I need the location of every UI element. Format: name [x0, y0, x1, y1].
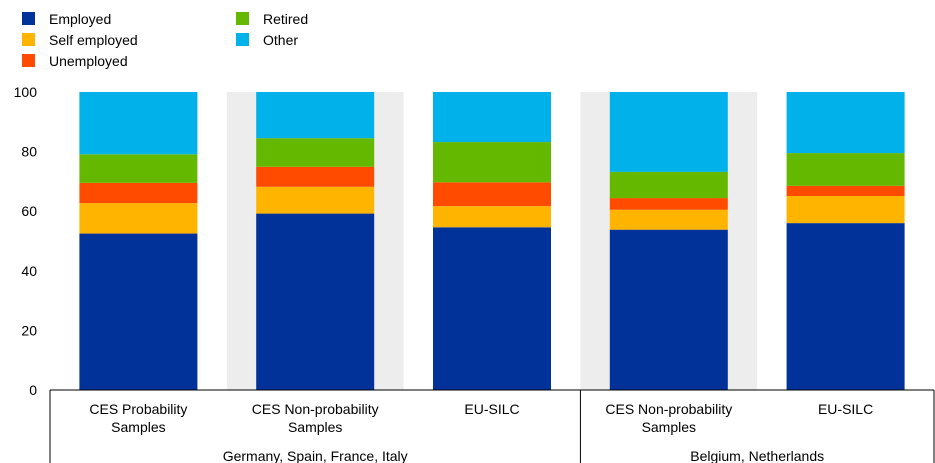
- x-category-label: CES Non-probability: [252, 401, 379, 417]
- x-category-label: CES Probability: [89, 401, 187, 417]
- group-label: Belgium, Netherlands: [690, 448, 824, 463]
- legend-swatch: [22, 33, 35, 46]
- bar-segment-employed: [256, 213, 375, 390]
- y-tick-label: 80: [21, 144, 37, 160]
- x-category-label: EU-SILC: [464, 401, 519, 417]
- bar-segment-employed: [433, 227, 551, 390]
- bar-segment-other: [433, 92, 551, 143]
- bar-segment-unemployed: [433, 182, 551, 207]
- bar-segment-retired: [609, 171, 728, 199]
- bar-segment-retired: [433, 142, 551, 183]
- y-tick-label: 20: [21, 322, 37, 338]
- y-tick-label: 60: [21, 203, 37, 219]
- legend-label: Retired: [263, 11, 308, 27]
- y-tick-label: 100: [14, 84, 38, 100]
- bars: [79, 92, 905, 390]
- bar-segment-other: [609, 92, 728, 172]
- bar-segment-retired: [786, 153, 905, 186]
- bar-segment-unemployed: [786, 185, 905, 197]
- bar-segment-employed: [79, 233, 198, 390]
- bar-segment-self-employed: [256, 186, 375, 214]
- axes: 0 20 40 60 80 100 CES Probability Samples CES No…: [14, 84, 935, 463]
- bar-segment-self-employed: [433, 206, 551, 228]
- bar-segment-employed: [786, 223, 905, 390]
- bar-segment-unemployed: [609, 198, 728, 210]
- x-category-label: CES Non-probability: [605, 401, 732, 417]
- bar-segment-self-employed: [79, 203, 198, 234]
- x-category-label: Samples: [642, 419, 696, 435]
- bar-segment-other: [79, 92, 198, 155]
- bar-segment-employed: [609, 229, 728, 390]
- x-category-label: EU-SILC: [818, 401, 873, 417]
- legend-swatch: [22, 12, 35, 25]
- bar-segment-self-employed: [609, 209, 728, 230]
- x-category-label: Samples: [288, 419, 342, 435]
- bar-segment-other: [786, 92, 905, 154]
- bar-segment-unemployed: [256, 166, 375, 187]
- legend: Employed Self employed Unemployed Retired Ot…: [22, 11, 308, 69]
- y-tick-label: 40: [21, 263, 37, 279]
- legend-label: Other: [263, 32, 298, 48]
- bar-segment-unemployed: [79, 182, 198, 204]
- bar-segment-other: [256, 92, 375, 139]
- y-tick-label: 0: [29, 382, 37, 398]
- legend-label: Employed: [49, 11, 111, 27]
- bar-segment-retired: [79, 154, 198, 183]
- legend-swatch: [22, 54, 35, 67]
- legend-label: Self employed: [49, 32, 138, 48]
- bar-segment-self-employed: [786, 196, 905, 224]
- legend-swatch: [236, 33, 249, 46]
- bar-segment-retired: [256, 138, 375, 167]
- group-label: Germany, Spain, France, Italy: [223, 448, 408, 463]
- legend-label: Unemployed: [49, 53, 128, 69]
- legend-swatch: [236, 12, 249, 25]
- x-category-label: Samples: [111, 419, 165, 435]
